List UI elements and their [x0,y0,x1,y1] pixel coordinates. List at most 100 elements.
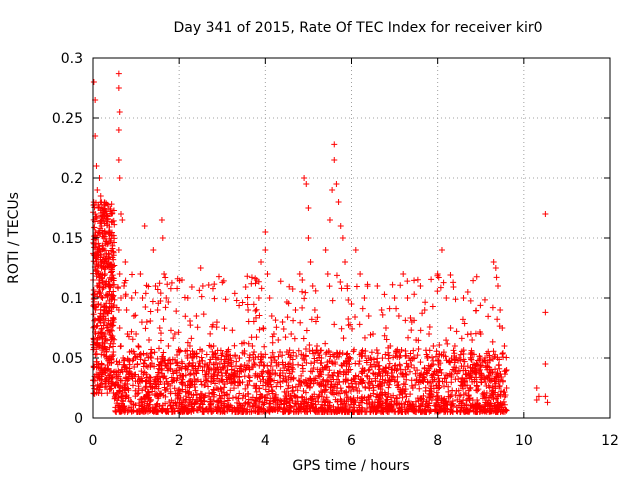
band-point [445,388,452,395]
mid-point [452,296,459,303]
band-point [402,381,409,388]
mid-point [220,277,227,284]
data-point [158,217,165,223]
mid-point [211,295,218,302]
mid-point [248,280,255,287]
mid-point [252,307,259,314]
data-point [115,127,122,133]
band-point [123,392,130,399]
band-point [213,407,220,414]
data-point [193,313,200,319]
mid-point [250,301,257,308]
data-point [184,295,191,301]
data-point [497,307,504,313]
band-point [174,374,181,381]
y-tick-label: 0.25 [52,111,83,127]
data-point [199,283,206,289]
mid-point [312,287,319,294]
data-point [161,271,168,277]
mid-point [187,322,194,329]
band-point [391,408,398,415]
x-tick-label: 10 [515,433,533,449]
band-point [186,371,193,378]
data-point [116,175,123,181]
mid-point [414,276,421,283]
data-point [94,187,101,193]
data-point [542,393,549,400]
band-point [205,383,212,390]
band-point [253,399,260,406]
band-point [256,362,263,369]
mid-point [458,335,465,342]
band-point [285,382,292,389]
band-point [365,393,372,400]
mid-point [477,302,484,309]
band-point [323,394,330,401]
band-point [302,389,309,396]
mid-point [290,317,297,324]
data-point [322,247,329,253]
mid-point [379,311,386,318]
band-point [136,400,143,407]
band-point [323,363,330,370]
mid-point [419,310,426,317]
mid-point [338,325,345,332]
band-point [232,352,239,359]
mid-point [229,327,236,334]
data-point [219,373,226,379]
band-point [347,388,354,395]
mid-point [137,350,144,357]
mid-point [182,313,189,320]
band-point [296,378,303,385]
data-point [464,289,471,295]
mid-point [157,337,164,344]
mid-point [444,340,451,347]
mid-point [280,326,287,332]
band-point [344,350,351,357]
data-point [311,307,318,313]
mid-point [493,274,500,281]
x-tick-label: 0 [89,433,98,449]
band-point [293,352,300,359]
mid-point [221,325,228,332]
band-point [445,383,452,390]
band-point [398,389,405,396]
mid-point [307,368,314,375]
x-tick-label: 2 [175,433,184,449]
band-point [386,352,393,359]
data-point [255,295,262,301]
data-point [421,307,428,313]
band-point [260,382,267,389]
x-axis-label: GPS time / hours [292,458,409,474]
band-point [260,362,267,369]
data-point [141,223,148,229]
band-point [292,383,299,390]
data-point [148,355,155,361]
band-point [274,397,281,404]
data-point [150,247,157,253]
band-point [289,388,296,395]
band-point [362,383,369,390]
band-point [416,385,423,392]
mid-point [160,374,167,381]
band-point [320,376,327,383]
band-point [257,359,264,366]
band-point [151,363,158,370]
early-point [90,296,97,303]
mid-point [156,280,163,287]
band-point [421,364,428,371]
band-point [290,387,297,394]
band-point [121,384,128,391]
mid-point [142,304,149,311]
mid-point [495,362,502,369]
mid-point [258,285,265,292]
early-point [110,348,117,355]
data-point [417,283,424,289]
mid-point [429,303,436,310]
mid-point [149,298,156,305]
data-point [544,399,551,406]
band-point [418,370,425,377]
band-point [173,360,180,367]
mid-point [386,305,393,312]
band-point [363,400,370,407]
